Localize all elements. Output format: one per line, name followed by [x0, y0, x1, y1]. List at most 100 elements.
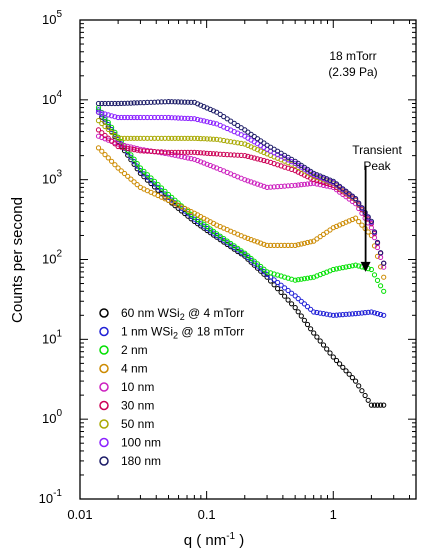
- data-point: [238, 248, 244, 254]
- data-point: [245, 253, 251, 259]
- data-point: [343, 188, 349, 194]
- data-point: [228, 242, 234, 248]
- data-point: [151, 178, 158, 184]
- data-point: [137, 135, 143, 141]
- data-point: [231, 244, 237, 251]
- data-point: [155, 187, 161, 193]
- data-point: [278, 242, 284, 248]
- data-point: [188, 99, 194, 105]
- data-point: [121, 135, 128, 141]
- data-point: [314, 334, 320, 340]
- data-point: [289, 301, 295, 307]
- data-point: [221, 114, 227, 120]
- data-point: [158, 188, 165, 194]
- data-point: [333, 266, 340, 272]
- data-point: [224, 152, 230, 158]
- data-point: [131, 179, 137, 185]
- data-point: [320, 342, 327, 348]
- data-point: [198, 159, 204, 165]
- data-point: [185, 99, 191, 105]
- data-point: [128, 146, 134, 152]
- data-point: [188, 149, 194, 155]
- legend-marker: [99, 345, 109, 355]
- data-point: [131, 156, 137, 162]
- legend-label: 100 nm: [121, 436, 161, 450]
- data-point: [175, 115, 181, 121]
- data-point: [188, 211, 194, 217]
- data-point: [330, 178, 336, 184]
- data-point: [201, 150, 207, 156]
- data-point: [169, 135, 175, 141]
- data-point: [278, 282, 284, 288]
- data-point: [137, 100, 143, 106]
- data-point: [295, 277, 301, 283]
- data-point: [175, 149, 181, 155]
- data-point: [210, 164, 217, 170]
- data-point: [356, 310, 362, 316]
- data-point: [151, 114, 158, 121]
- data-point: [275, 279, 281, 286]
- data-point: [235, 152, 241, 158]
- data-point: [340, 265, 346, 271]
- data-point: [254, 156, 261, 162]
- data-point: [151, 149, 158, 155]
- data-point: [112, 114, 118, 120]
- data-point: [289, 183, 295, 189]
- data-point: [365, 309, 371, 315]
- data-point: [158, 149, 165, 155]
- data-point: [198, 221, 204, 227]
- data-point: [381, 260, 387, 266]
- data-point: [99, 112, 105, 118]
- data-point: [144, 172, 150, 178]
- data-point: [112, 162, 118, 168]
- data-point: [210, 230, 217, 236]
- data-point: [362, 310, 368, 316]
- data-point: [333, 181, 340, 187]
- data-point: [95, 109, 102, 115]
- data-point: [282, 293, 288, 299]
- data-point: [371, 272, 378, 278]
- data-point: [271, 242, 277, 248]
- data-point: [155, 135, 161, 141]
- data-point: [204, 161, 210, 167]
- data-point: [261, 183, 267, 189]
- data-point: [282, 183, 288, 189]
- data-point: [99, 148, 105, 154]
- data-point: [268, 184, 274, 190]
- data-point: [340, 364, 346, 370]
- data-point: [378, 283, 384, 289]
- data-point: [148, 175, 154, 181]
- data-point: [118, 139, 124, 145]
- data-point: [356, 200, 362, 206]
- data-point: [337, 312, 343, 318]
- data-point: [381, 402, 387, 408]
- data-point: [210, 120, 217, 126]
- legend-label: 2 nm: [121, 343, 148, 357]
- data-point: [155, 184, 161, 190]
- data-point: [178, 149, 184, 155]
- data-point: [340, 186, 346, 192]
- data-point: [292, 277, 298, 283]
- data-point: [217, 137, 223, 143]
- data-point: [301, 240, 307, 246]
- data-point: [359, 310, 365, 316]
- data-point: [115, 141, 121, 147]
- series-2: [95, 107, 387, 318]
- data-point: [337, 265, 343, 271]
- data-point: [207, 150, 213, 157]
- data-point: [144, 99, 150, 106]
- data-point: [301, 276, 307, 282]
- data-point: [195, 135, 201, 141]
- data-point: [371, 310, 378, 316]
- data-point: [188, 156, 194, 162]
- data-point: [371, 402, 378, 408]
- data-point: [346, 311, 352, 317]
- data-point: [134, 161, 140, 167]
- data-point: [109, 113, 115, 119]
- data-point: [346, 263, 352, 269]
- data-point: [295, 309, 301, 315]
- legend-marker: [99, 456, 109, 466]
- data-point: [118, 168, 124, 174]
- data-point: [378, 402, 384, 408]
